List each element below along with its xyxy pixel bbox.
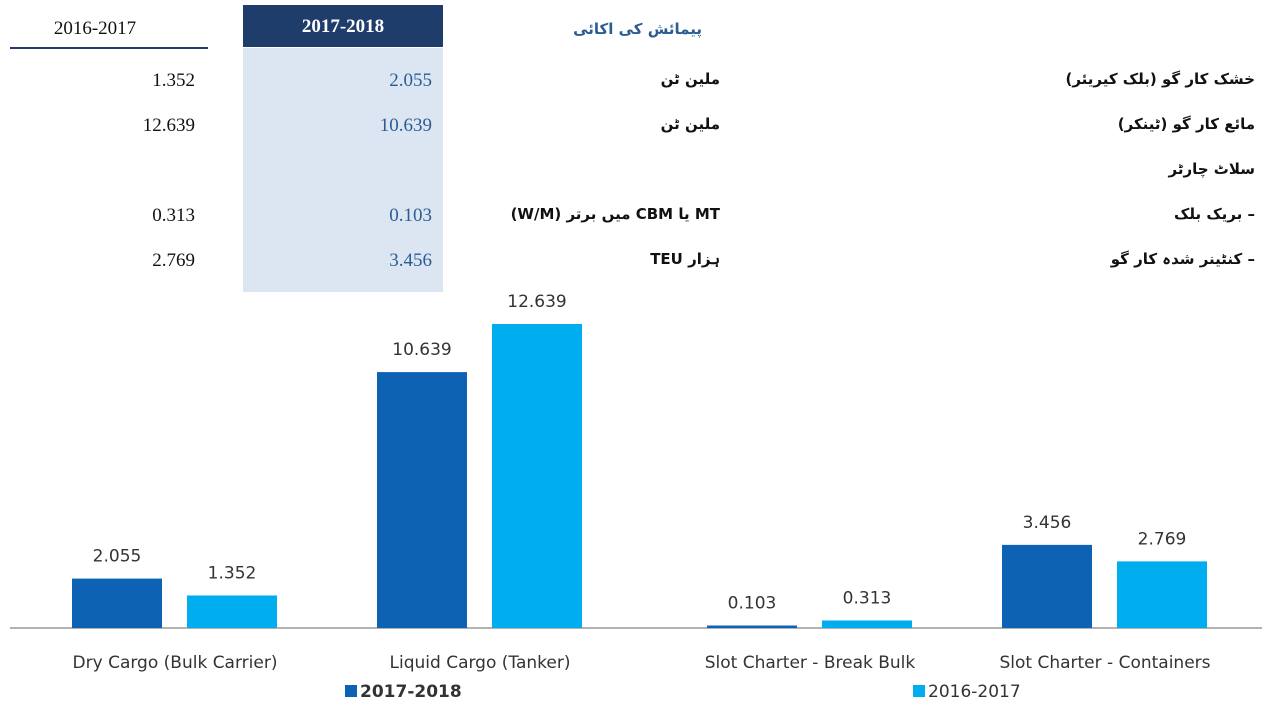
legend-label: 2017-2018 — [360, 682, 462, 702]
row-unit: ملین ٹن — [660, 70, 720, 88]
current-header-bg — [243, 5, 443, 47]
prior-value: 2.769 — [152, 250, 195, 271]
bar — [187, 595, 277, 628]
bar — [1117, 561, 1207, 628]
value-label: 2.055 — [93, 547, 142, 567]
bar — [822, 620, 912, 628]
row-label: خشک کار گو (بلک کیریئر) — [1065, 70, 1255, 88]
row-label: مائع کار گو (ٹینکر) — [1117, 115, 1255, 133]
bar — [1002, 544, 1092, 628]
row-unit: ملین ٹن — [660, 115, 720, 133]
row-label: سلاٹ چارٹر — [1168, 160, 1255, 178]
bar — [72, 578, 162, 628]
current-value: 10.639 — [379, 115, 432, 136]
header-underline — [10, 47, 208, 49]
bar — [707, 625, 797, 628]
x-tick-label: Slot Charter - Break Bulk — [705, 653, 916, 673]
x-tick-label: Slot Charter - Containers — [999, 653, 1210, 673]
value-label: 0.313 — [843, 588, 892, 608]
value-label: 10.639 — [392, 340, 451, 360]
current-value: 3.456 — [389, 250, 432, 271]
x-tick-label: Dry Cargo (Bulk Carrier) — [73, 653, 278, 673]
value-label: 1.352 — [208, 563, 257, 583]
legend-label: 2016-2017 — [928, 682, 1021, 702]
legend-swatch — [345, 685, 357, 697]
bar — [377, 372, 467, 628]
value-label: 0.103 — [728, 594, 777, 614]
row-label: – بریک بلک — [1173, 205, 1255, 223]
value-label: 2.769 — [1138, 529, 1187, 549]
legend-swatch — [913, 685, 925, 697]
row-unit: ہزار TEU — [650, 250, 720, 268]
current-value: 0.103 — [389, 205, 432, 226]
prior-value: 1.352 — [152, 70, 195, 91]
x-tick-label: Liquid Cargo (Tanker) — [390, 653, 571, 673]
row-label: – کنٹینر شدہ کار گو — [1110, 250, 1255, 268]
value-label: 3.456 — [1023, 513, 1072, 533]
unit-header: پیمائش کی اکائی — [573, 20, 702, 38]
current-value: 2.055 — [389, 70, 432, 91]
value-label: 12.639 — [507, 292, 566, 312]
prior-value: 0.313 — [152, 205, 195, 226]
prior-value: 12.639 — [142, 115, 195, 136]
bar — [492, 324, 582, 628]
current-column-bg — [243, 48, 443, 292]
current-header: 2017-2018 — [301, 16, 385, 37]
prior-header: 2016-2017 — [53, 18, 137, 39]
row-unit: MT یا CBM میں برتر (W/M) — [510, 205, 720, 223]
